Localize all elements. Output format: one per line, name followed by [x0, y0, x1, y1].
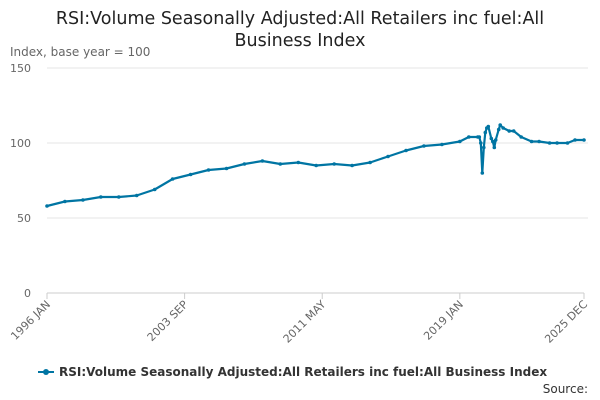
grid-lines: 0 50 100 150	[10, 62, 588, 300]
data-point-35	[492, 145, 497, 150]
data-point-43	[529, 139, 534, 144]
data-point-28	[480, 171, 485, 175]
chart-title-line-1: RSI:Volume Seasonally Adjusted:All Retai…	[55, 9, 545, 29]
units-label: Index, base year = 100	[10, 45, 151, 59]
data-point-8	[188, 172, 193, 177]
data-point-40	[507, 129, 512, 133]
data-point-20	[404, 148, 408, 153]
x-tick-label-4: 2025 DEC	[542, 298, 590, 346]
data-point-41	[511, 129, 516, 133]
y-tick-label-50: 50	[17, 212, 31, 225]
data-point-21	[422, 144, 426, 148]
data-point-34	[491, 139, 495, 144]
data-point-0	[45, 204, 49, 208]
data-point-2	[81, 198, 85, 202]
data-point-6	[152, 187, 157, 192]
data-point-5	[134, 193, 139, 198]
series-layer	[45, 123, 586, 208]
data-point-1	[63, 199, 67, 204]
data-point-9	[206, 168, 211, 172]
legend-label: RSI:Volume Seasonally Adjusted:All Retai…	[59, 365, 547, 379]
chart-title: RSI:Volume Seasonally Adjusted:All Retai…	[0, 8, 600, 52]
data-point-3	[99, 195, 103, 199]
x-tick-label-2: 2011 MAY	[281, 298, 329, 346]
data-point-17	[350, 163, 354, 168]
data-point-36	[493, 138, 498, 142]
data-point-37	[496, 127, 501, 132]
x-axis: 1996 JAN 2003 SEP 2011 MAY 2019 JAN 2025 DEC	[8, 292, 590, 346]
data-point-7	[170, 177, 175, 181]
data-point-14	[296, 160, 301, 165]
x-tick-label-3: 2019 JAN	[421, 298, 466, 343]
x-tick-label-0: 1996 JAN	[8, 298, 53, 343]
source-label: Source:	[542, 382, 588, 396]
data-point-23	[458, 139, 462, 144]
data-point-12	[260, 159, 265, 163]
chart-title-line-2: Business Index	[234, 31, 366, 51]
data-point-11	[242, 162, 247, 166]
data-point-44	[537, 139, 541, 144]
legend-swatch-marker	[43, 369, 49, 375]
data-point-26	[477, 135, 482, 139]
x-tick-label-1: 2003 SEP	[145, 298, 191, 344]
data-point-18	[368, 160, 372, 165]
data-point-32	[486, 124, 491, 129]
data-point-46	[555, 141, 559, 145]
data-point-4	[117, 195, 121, 199]
y-tick-label-100: 100	[10, 137, 31, 150]
data-point-45	[547, 141, 552, 145]
data-point-38	[498, 123, 503, 127]
data-point-42	[519, 135, 523, 139]
data-point-22	[440, 142, 444, 147]
data-point-16	[332, 162, 337, 166]
data-point-48	[573, 138, 577, 142]
data-point-15	[314, 163, 319, 168]
y-tick-label-150: 150	[10, 62, 31, 75]
data-point-39	[501, 126, 506, 130]
legend[interactable]: RSI:Volume Seasonally Adjusted:All Retai…	[38, 365, 547, 379]
data-point-30	[483, 130, 488, 135]
data-point-47	[565, 141, 570, 145]
data-point-33	[489, 136, 494, 141]
data-point-49	[582, 138, 586, 142]
y-tick-label-0: 0	[24, 287, 31, 300]
data-point-29	[482, 145, 486, 150]
data-point-10	[224, 166, 229, 171]
data-point-13	[278, 162, 283, 166]
data-point-27	[479, 141, 483, 145]
data-point-24	[467, 135, 471, 139]
data-point-19	[386, 154, 390, 159]
